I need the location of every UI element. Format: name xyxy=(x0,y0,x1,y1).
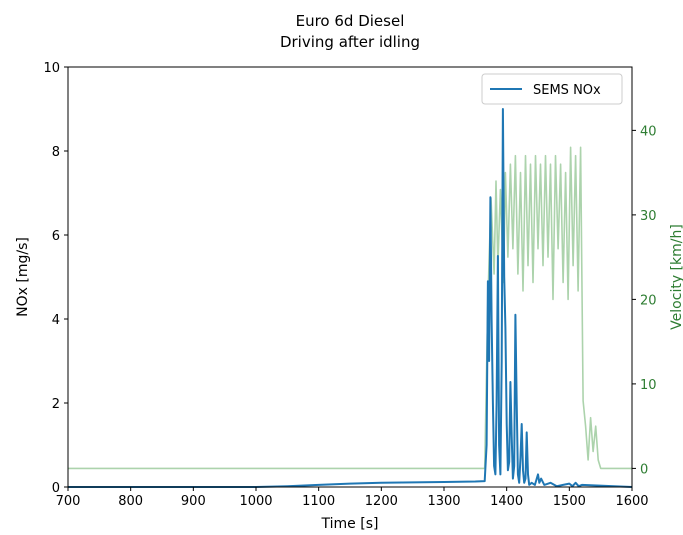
x-tick-label: 800 xyxy=(118,494,143,509)
chart-subtitle: Driving after idling xyxy=(280,33,420,51)
x-axis-label: Time [s] xyxy=(321,516,379,532)
legend-label-nox: SEMS NOx xyxy=(533,83,601,98)
x-tick-label: 1300 xyxy=(427,494,460,509)
y2-tick-label: 40 xyxy=(640,124,657,139)
x-tick-label: 1000 xyxy=(239,494,272,509)
y2-tick-label: 10 xyxy=(640,378,657,393)
legend-box xyxy=(481,73,623,105)
x-tick-label: 1500 xyxy=(553,494,586,509)
x-tick-label: 1600 xyxy=(615,494,648,509)
chart-title: Euro 6d Diesel xyxy=(296,12,405,30)
x-tick-label: 1400 xyxy=(490,494,523,509)
y-tick-label: 6 xyxy=(52,229,60,244)
y-tick-label: 0 xyxy=(52,481,60,496)
legend: SEMS NOx xyxy=(481,73,623,105)
x-tick-label: 900 xyxy=(181,494,206,509)
nox-series-group xyxy=(68,108,633,488)
plot-area-frame xyxy=(67,66,633,488)
x-tick-label: 1200 xyxy=(365,494,398,509)
y-tick-label: 8 xyxy=(52,145,60,160)
y2-tick-label: 20 xyxy=(640,293,657,308)
series-line-velocity xyxy=(68,146,632,470)
y-tick-label: 4 xyxy=(52,313,60,328)
y-axis-left: 0 2 4 6 8 10 xyxy=(43,61,68,496)
y-tick-label: 2 xyxy=(52,397,60,412)
x-axis: 700 800 900 1000 1100 1200 1300 1400 1500 1600 xyxy=(56,487,649,509)
y2-axis-label: Velocity [km/h] xyxy=(669,224,683,330)
x-tick-label: 1100 xyxy=(302,494,335,509)
y2-tick-label: 30 xyxy=(640,209,657,224)
y-axis-label: NOx [mg/s] xyxy=(15,237,31,317)
series-line-sems-nox xyxy=(68,108,633,488)
y-tick-label: 10 xyxy=(43,61,60,76)
x-tick-label: 700 xyxy=(56,494,81,509)
y2-tick-label: 0 xyxy=(640,462,648,477)
y-axis-right: 0 10 20 30 40 xyxy=(632,124,657,477)
velocity-series-group xyxy=(68,146,632,470)
